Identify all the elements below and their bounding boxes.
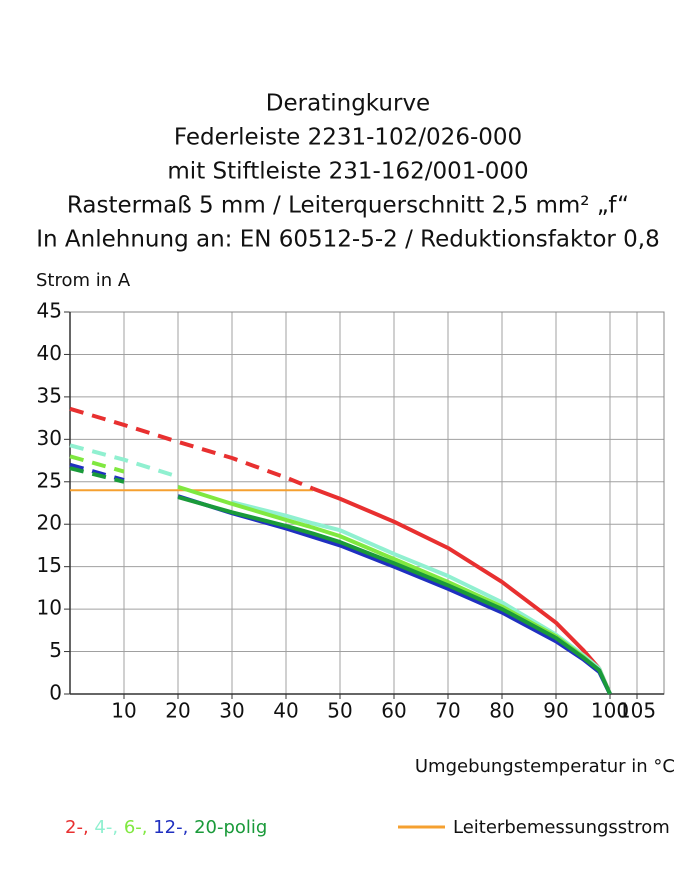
legend-entry: 20-polig [194, 817, 267, 838]
series-line-dashed [69, 406, 314, 491]
legend-entry: 4-, [94, 817, 118, 838]
series-line [177, 495, 612, 695]
legend-entry: 12-, [153, 817, 188, 838]
y-tick-label: 10 [37, 596, 62, 620]
series-line-dashed [69, 462, 125, 483]
series-line-dashed [69, 443, 179, 479]
x-tick-label: 60 [381, 699, 406, 723]
legend-entry: 6-, [124, 817, 148, 838]
x-tick-label: 10 [111, 699, 136, 723]
x-tick-label: 50 [327, 699, 352, 723]
x-axis-label: Umgebungstemperatur in °C [415, 756, 675, 777]
legend: 2-, 4-, 6-, 12-, 20-polig [65, 817, 267, 838]
chart-title: Federleiste 2231-102/026-000 [174, 125, 522, 151]
x-tick-label: 100 [591, 699, 629, 723]
y-axis-label: Strom in A [36, 270, 131, 291]
chart-title: Deratingkurve [266, 91, 430, 117]
series-line-dashed [69, 454, 125, 474]
y-tick-label: 40 [37, 341, 62, 365]
x-tick-label: 105 [618, 699, 656, 723]
legend-entry: 2-, [65, 817, 89, 838]
y-tick-label: 30 [37, 426, 62, 450]
series-line-dashed [69, 466, 125, 484]
y-tick-label: 5 [49, 638, 62, 662]
y-tick-label: 25 [37, 468, 62, 492]
y-tick-label: 0 [49, 681, 62, 705]
x-tick-label: 30 [219, 699, 244, 723]
chart-title: mit Stiftleiste 231-162/001-000 [167, 159, 528, 185]
chart-title: In Anlehnung an: EN 60512-5-2 / Reduktio… [36, 227, 660, 253]
x-tick-label: 90 [543, 699, 568, 723]
y-tick-label: 15 [37, 553, 62, 577]
x-tick-label: 70 [435, 699, 460, 723]
y-tick-label: 35 [37, 383, 62, 407]
y-tick-label: 20 [37, 511, 62, 535]
plot-frame [69, 311, 665, 695]
y-tick-label: 45 [37, 299, 62, 323]
x-tick-label: 20 [165, 699, 190, 723]
chart-title: Rastermaß 5 mm / Leiterquerschnitt 2,5 m… [67, 193, 629, 219]
x-tick-label: 40 [273, 699, 298, 723]
x-tick-label: 80 [489, 699, 514, 723]
legend-entry: Leiterbemessungsstrom [453, 817, 670, 838]
